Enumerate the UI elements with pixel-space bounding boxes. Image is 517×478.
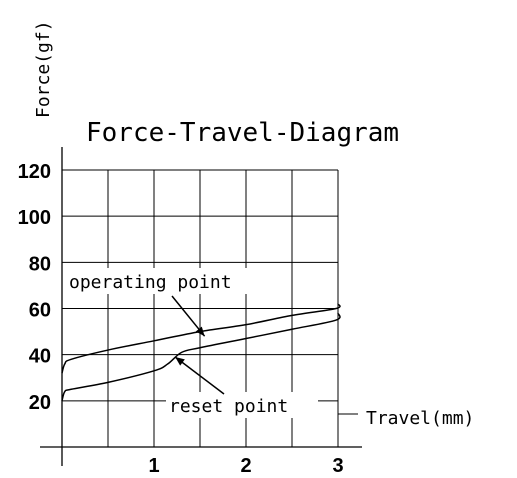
reset-point-arrow [174, 356, 225, 395]
x-axis-label: Travel(mm) [366, 408, 474, 429]
operating-point-label: operating point [69, 272, 232, 293]
y-tick-label: 20 [29, 392, 51, 414]
y-tick-label: 100 [18, 207, 51, 229]
x-tick-label: 2 [240, 455, 251, 477]
x-tick-labels: 1 2 3 [148, 455, 343, 477]
annotations: operating point reset point [66, 268, 318, 418]
label-background [66, 268, 270, 294]
chart-title: Force-Travel-Diagram [86, 118, 399, 148]
y-tick-label: 80 [29, 253, 51, 275]
y-tick-label: 40 [29, 346, 51, 368]
x-tick-label: 1 [148, 455, 159, 477]
y-tick-labels: 20 40 60 80 100 120 [18, 161, 51, 414]
reset-point-label: reset point [169, 396, 288, 417]
series-group [61, 303, 341, 402]
reset-point-arrow-head [175, 356, 185, 366]
y-axis-label: Force(gf) [33, 20, 54, 118]
y-tick-label: 120 [18, 161, 51, 183]
y-tick-label: 60 [29, 300, 51, 322]
series-line-0 [61, 303, 341, 374]
label-background [166, 392, 318, 418]
axes [40, 147, 362, 466]
x-tick-label: 3 [332, 455, 343, 477]
series-line-1 [61, 312, 341, 402]
operating-point-arrow-head [195, 326, 205, 337]
